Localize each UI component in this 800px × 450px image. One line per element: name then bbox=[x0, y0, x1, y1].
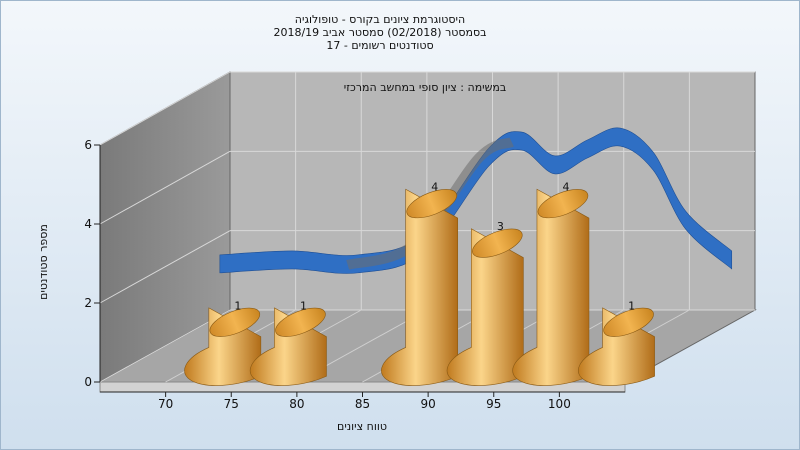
bar-top bbox=[472, 228, 523, 258]
bar-value-label: 1 bbox=[628, 299, 635, 312]
y-tick-label: 2 bbox=[84, 296, 92, 310]
gridline-y-side bbox=[99, 150, 231, 225]
bar-value-label: 1 bbox=[234, 299, 241, 312]
bar-value-label: 3 bbox=[497, 220, 504, 233]
bar-top bbox=[603, 307, 654, 337]
x-tick-label: 75 bbox=[224, 397, 239, 411]
y-tick-label: 4 bbox=[84, 217, 92, 231]
bar-top bbox=[406, 189, 457, 219]
chart-title-line-3: סטודנטים רשומים - 17 bbox=[326, 39, 434, 52]
bar-value-label: 1 bbox=[300, 299, 307, 312]
bars-layer: 1 1 4 3 4 1 bbox=[184, 181, 655, 386]
bar-top bbox=[275, 307, 326, 337]
x-axis-title: טווח ציונים bbox=[337, 420, 387, 433]
bar-2: 1 bbox=[249, 299, 327, 386]
bar-top bbox=[537, 189, 589, 219]
x-tick-label: 80 bbox=[289, 397, 304, 411]
bar-4: 3 bbox=[446, 220, 524, 386]
y-axis-title: מספר סטודנטים bbox=[37, 224, 50, 300]
gridline-y-side bbox=[99, 230, 231, 304]
bar-value-label: 4 bbox=[562, 181, 569, 194]
bar-3: 4 bbox=[381, 181, 459, 386]
bar-5: 4 bbox=[512, 181, 590, 386]
gridline-y-side bbox=[99, 309, 231, 383]
bar-value-label: 4 bbox=[431, 181, 438, 194]
y-tick-label: 0 bbox=[84, 375, 92, 389]
bar-body bbox=[512, 188, 590, 386]
chart-title-line-2: בסמסטר (02/2018) סמסטר אביב 2018/19 bbox=[273, 26, 487, 39]
bar-1: 1 bbox=[184, 299, 262, 386]
x-tick-label: 95 bbox=[486, 397, 501, 411]
y-tick-label: 6 bbox=[84, 138, 92, 152]
x-tick-label: 100 bbox=[548, 397, 571, 411]
chart-title-line-1: היסטוגרמת ציונים בקורס - טופולוגיה bbox=[294, 13, 466, 26]
gridline-y-side bbox=[99, 71, 231, 146]
axes-layer: 0 2 4 6 70 75 80 85 90 95 100 bbox=[84, 138, 625, 411]
bar-top bbox=[209, 307, 261, 337]
bar-body bbox=[446, 228, 524, 386]
bar-6: 1 bbox=[577, 299, 655, 386]
bar-body bbox=[381, 188, 459, 386]
x-tick-label: 70 bbox=[158, 397, 173, 411]
chart-subtitle: במשימה : ציון סופי במחשב המרכזי bbox=[344, 81, 507, 94]
x-tick-label: 90 bbox=[420, 397, 435, 411]
x-tick-label: 85 bbox=[355, 397, 370, 411]
